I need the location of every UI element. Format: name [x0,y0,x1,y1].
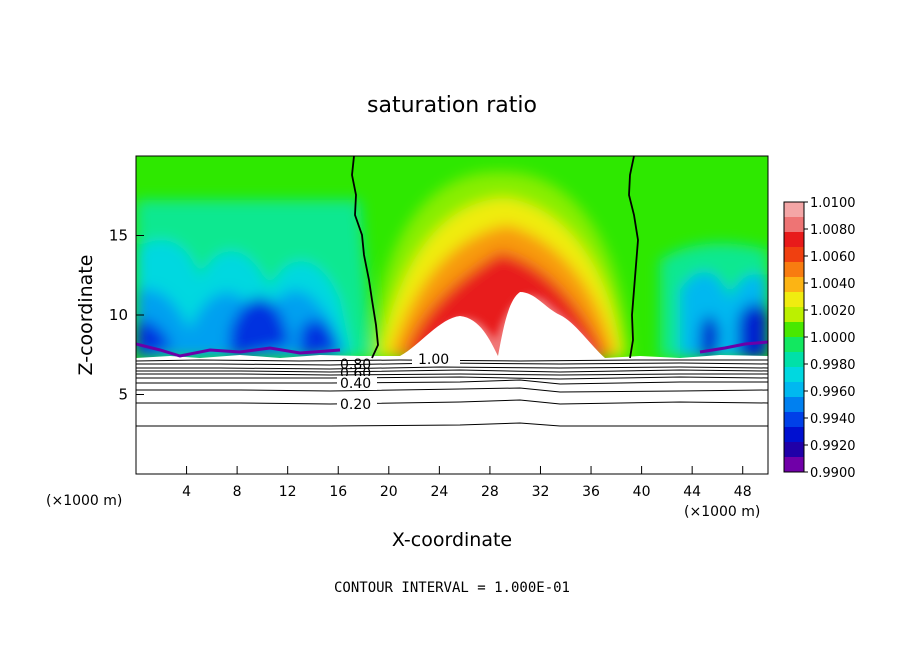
contour-label-bg [337,397,377,411]
contour-label-bg [412,352,460,366]
x-tick-label: 32 [532,484,550,500]
colorbar-label: 1.0040 [810,277,856,292]
colorbar-swatch [784,367,804,383]
x-tick-label: 44 [683,484,701,500]
saturation-contour-left [351,156,379,359]
colorbar-swatch [784,442,804,458]
colorbar-swatch [784,397,804,413]
field-white-region [136,292,768,474]
colorbar-swatch [784,457,804,473]
x-tick-label: 36 [582,484,600,500]
colorbar-swatch [784,337,804,353]
colorbar-swatch [784,412,804,428]
plot-area [136,156,768,474]
x-tick-label: 16 [329,484,347,500]
colorbar-swatch [784,307,804,323]
field-left-darkblue [136,297,340,358]
colorbar-label: 0.9920 [810,439,856,454]
x-tick-label: 20 [380,484,398,500]
y-tick-label: 5 [118,386,128,404]
chart-title: saturation ratio [367,93,537,118]
field-cell-edge-right [699,340,768,354]
x-tick-label: 28 [481,484,499,500]
colorbar-swatch [784,232,804,248]
x-tick-label: 8 [233,484,242,500]
contour-label-4: 0.40 [340,376,371,392]
contour-label-2: 0.80 [340,357,371,373]
x-tick-label: 24 [430,484,448,500]
colorbar-swatch [784,277,804,293]
colorbar-swatch [784,382,804,398]
colorbar-swatch [784,292,804,308]
colorbar-label: 0.9980 [810,358,856,373]
x-tick-label: 4 [182,484,191,500]
colorbar-label: 0.9960 [810,385,856,400]
colorbar-swatch [784,262,804,278]
contour-label-bg [337,376,377,390]
colorbar-swatch [784,217,804,233]
contour-lines [136,359,768,427]
colorbar-label: 0.9940 [810,412,856,427]
x-axis: 4 8 12 16 20 24 28 32 36 40 44 48 [182,466,752,500]
colorbar-label: 1.0100 [810,196,856,211]
saturation-contour-right [628,156,639,359]
colorbar-label: 1.0080 [810,223,856,238]
colorbar-swatch [784,352,804,368]
contour-label-5: 0.20 [340,397,371,413]
x-tick-label: 48 [734,484,752,500]
x-unit-label-left: (×1000 m) [46,493,122,509]
contour-label-1: 1.00 [418,352,449,368]
colorbar-swatch [784,247,804,263]
x-axis-label: X-coordinate [392,529,512,551]
y-axis: 5 10 15 [109,227,144,404]
colorbar-label: 1.0000 [810,331,856,346]
colorbar-swatch [784,322,804,338]
contour-interval-footer: CONTOUR INTERVAL = 1.000E-01 [334,580,570,596]
colorbar: 1.0100 1.0080 1.0060 1.0040 1.0020 1.0000 0.99… [783,196,856,481]
colorbar-label: 0.9900 [810,466,856,481]
colorbar-label: 1.0060 [810,250,856,265]
x-tick-label: 12 [279,484,297,500]
x-unit-label-right: (×1000 m) [684,504,760,520]
y-tick-label: 15 [109,227,128,245]
colorbar-swatch [784,202,804,218]
colorbar-label: 1.0020 [810,304,856,319]
y-tick-label: 10 [109,306,128,324]
y-axis-label: Z-coordinate [75,255,97,376]
colorbar-swatch [784,427,804,443]
x-tick-label: 40 [633,484,651,500]
field-cell-edge [136,342,341,358]
